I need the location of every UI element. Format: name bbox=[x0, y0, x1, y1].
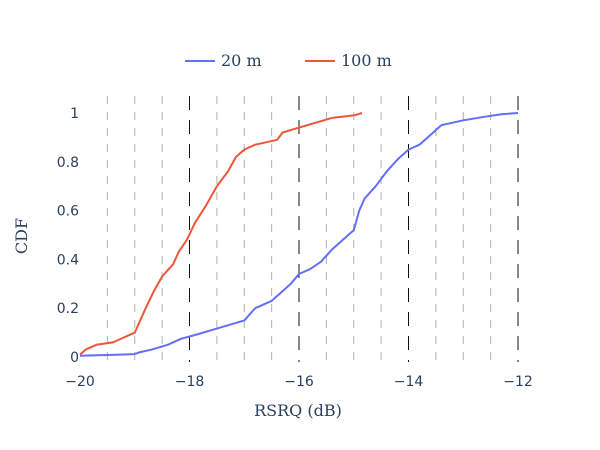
y-tick-label: 0 bbox=[70, 350, 79, 366]
grid bbox=[106, 96, 519, 362]
legend-label-100m: 100 m bbox=[341, 51, 392, 70]
x-tick-label: −14 bbox=[394, 374, 424, 390]
y-tick-label: 0.6 bbox=[57, 204, 79, 220]
y-axis-ticks: 0 0.2 0.4 0.6 0.8 1 bbox=[57, 106, 79, 366]
x-axis-title: RSRQ (dB) bbox=[254, 401, 342, 420]
y-tick-label: 0.4 bbox=[57, 252, 79, 268]
y-axis-title: CDF bbox=[12, 218, 31, 254]
y-tick-label: 0.8 bbox=[57, 155, 79, 171]
series-line-0 bbox=[79, 112, 519, 357]
x-tick-label: −18 bbox=[175, 374, 205, 390]
series-line-1 bbox=[79, 112, 363, 356]
series-lines bbox=[79, 112, 519, 357]
x-axis-ticks: −20 −18 −16 −14 −12 bbox=[65, 374, 533, 390]
legend-label-20m: 20 m bbox=[221, 51, 262, 70]
legend: 20 m 100 m bbox=[185, 51, 392, 70]
x-tick-label: −20 bbox=[65, 374, 95, 390]
x-tick-label: −16 bbox=[284, 374, 314, 390]
y-tick-label: 0.2 bbox=[57, 301, 79, 317]
x-tick-label: −12 bbox=[503, 374, 533, 390]
y-tick-label: 1 bbox=[70, 106, 79, 122]
